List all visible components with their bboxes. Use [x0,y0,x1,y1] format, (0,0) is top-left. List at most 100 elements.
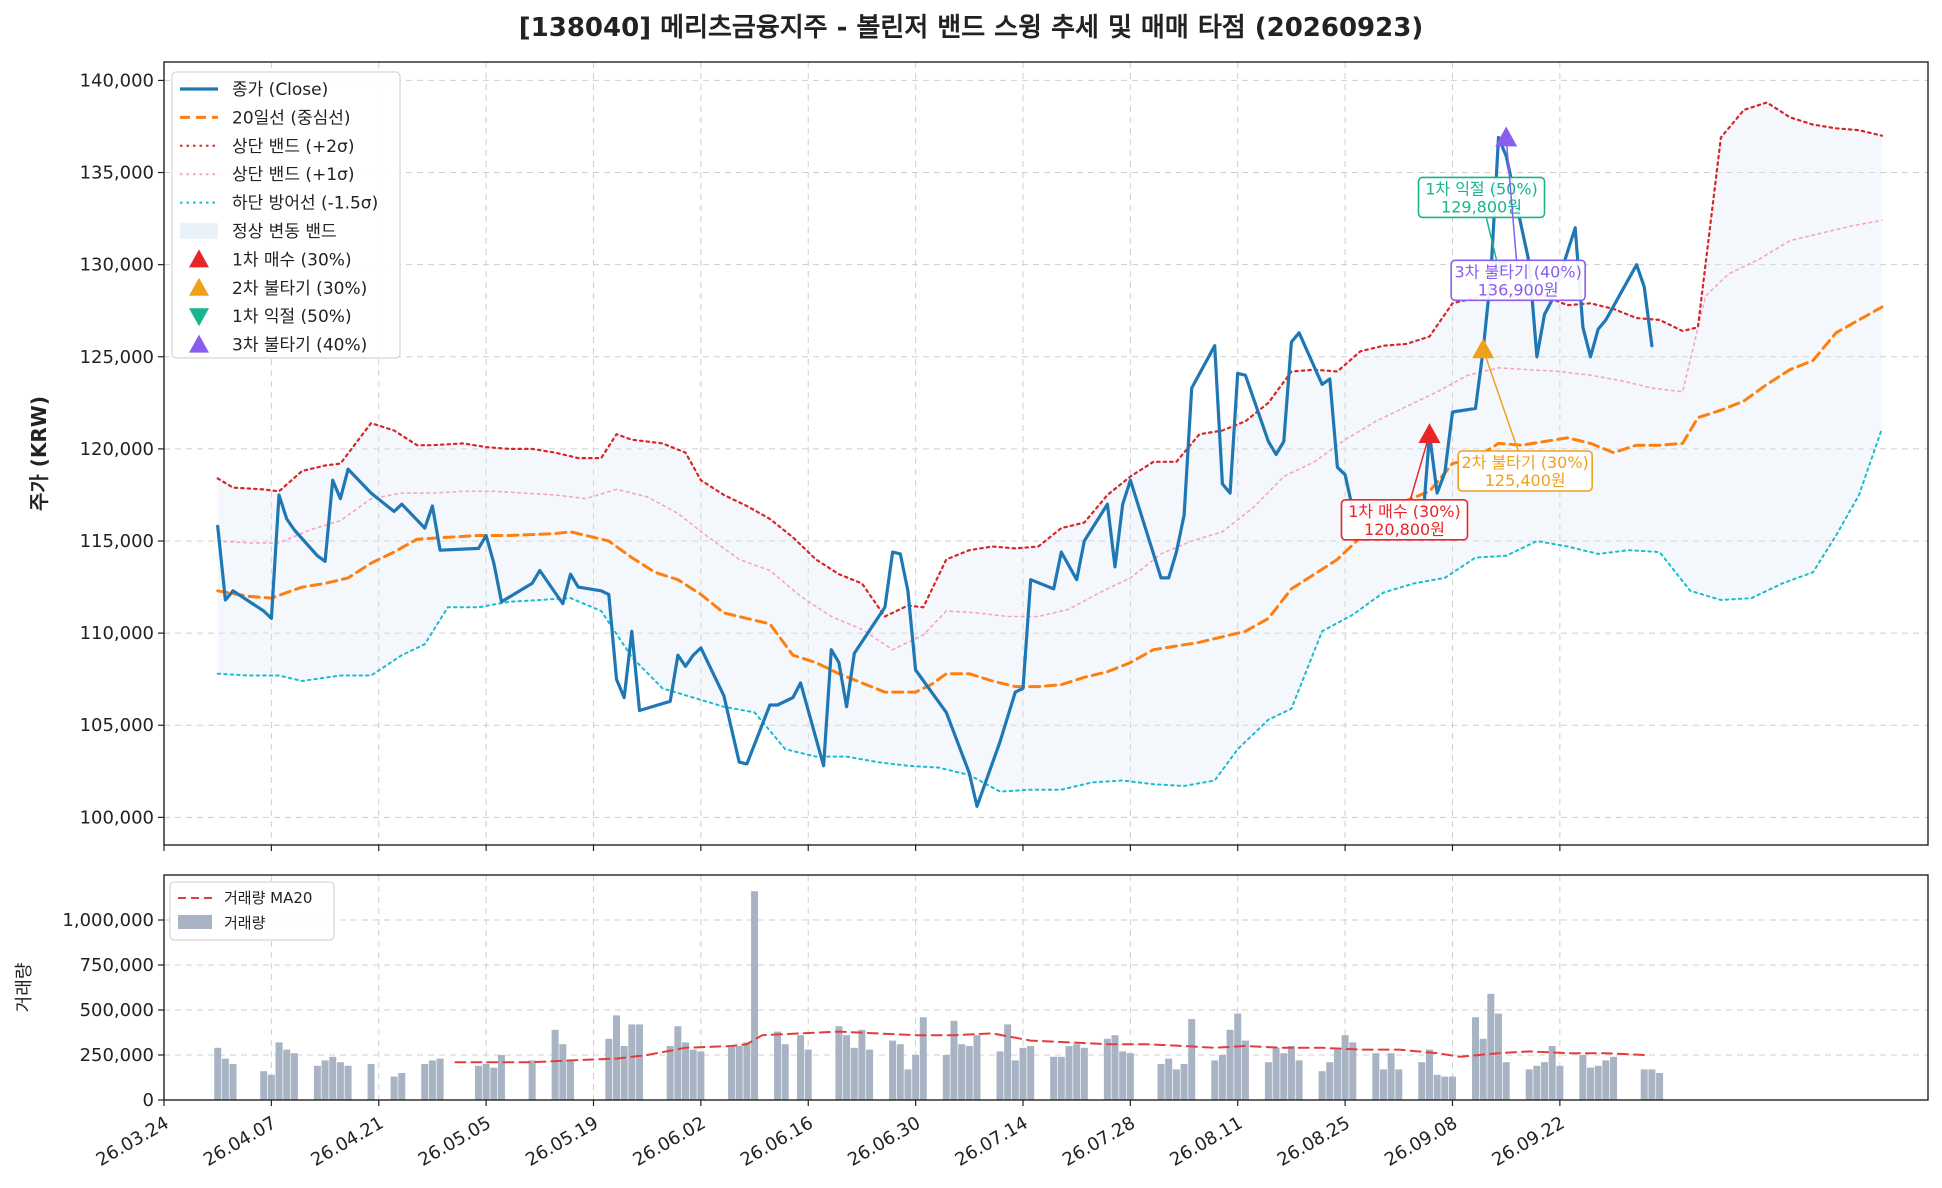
volume-bar [1441,1076,1449,1100]
volume-y-tick-label: 0 [143,1090,154,1111]
volume-bar [1594,1065,1602,1100]
x-tick-label: 26.08.25 [1274,1113,1354,1171]
volume-y-tick-label: 500,000 [80,1000,154,1021]
volume-bar [329,1056,337,1100]
volume-bar [398,1073,406,1100]
volume-bar [728,1046,736,1100]
annotation-label: 2차 불타기 (30%) [1462,453,1589,472]
legend-label: 하단 방어선 (-1.5σ) [232,194,378,214]
volume-bar [636,1024,644,1100]
volume-bar [751,891,759,1100]
normal-variation-band [217,102,1882,792]
volume-bar [1656,1073,1664,1100]
x-tick-label: 26.07.28 [1059,1113,1139,1171]
volume-bar [1556,1065,1564,1100]
volume-bar [1180,1064,1188,1100]
volume-bar [1602,1060,1610,1100]
legend-swatch-marker [189,249,209,268]
volume-bar [1211,1060,1219,1100]
annotation-price: 120,800원 [1364,520,1445,539]
chart-title: [138040] 메리츠금융지주 - 볼린저 밴드 스윙 추세 및 매매 타점 … [519,13,1423,43]
volume-bar [797,1035,805,1100]
annotation-price: 136,900원 [1478,280,1559,299]
volume-bar [1065,1046,1073,1100]
volume-bar [1548,1046,1556,1100]
legend-swatch-marker [189,334,209,353]
volume-bar [781,1044,789,1100]
upper-band-2sigma-line [216,101,1884,618]
volume-bar [950,1020,958,1100]
volume-bar [290,1053,298,1100]
volume-bar [1272,1047,1280,1100]
legend-label: 거래량 MA20 [224,889,312,907]
volume-plot-area [164,875,1928,1100]
volume-bar [490,1067,498,1100]
volume-bar [267,1074,275,1100]
volume-bar [1080,1047,1088,1100]
x-tick-label: 26.05.05 [415,1113,495,1171]
volume-bar [497,1055,505,1100]
annotation-box [1457,450,1593,492]
annotation-label: 3차 불타기 (40%) [1455,262,1582,281]
volume-bar [474,1065,482,1100]
volume-bar [912,1055,920,1100]
volume-bar [229,1064,237,1100]
volume-bar [1103,1038,1111,1100]
volume-bar [1425,1049,1433,1100]
price-y-tick-label: 130,000 [80,255,154,276]
annotation-connector [1505,137,1519,281]
volume-bar [919,1017,927,1100]
volume-bar [1004,1024,1012,1100]
annotation-label: 1차 익절 (50%) [1425,179,1538,198]
volume-bar [1027,1046,1035,1100]
price-y-tick-label: 110,000 [80,623,154,644]
volume-bar [942,1055,950,1100]
legend-label: 1차 매수 (30%) [232,250,352,270]
x-tick-label: 26.06.30 [844,1113,924,1171]
legend-label: 상단 밴드 (+1σ) [232,165,354,185]
annotation-price: 125,400원 [1485,471,1566,490]
trade-marker [1495,126,1518,147]
x-tick-label: 26.06.02 [629,1113,709,1171]
lower-defense-line [216,427,1883,793]
legend-label: 상단 밴드 (+2σ) [232,137,354,157]
price-y-tick-label: 125,000 [80,347,154,368]
volume-bar [421,1064,429,1100]
volume-bar [889,1040,897,1100]
volume-bar [1126,1053,1134,1100]
volume-bar [1280,1053,1288,1100]
volume-bar [620,1046,628,1100]
price-y-axis-label: 주가 (KRW) [27,396,51,511]
volume-bar [1050,1056,1058,1100]
legend-label: 정상 변동 밴드 [232,222,337,242]
volume-bar [1610,1056,1618,1100]
legend-label: 3차 불타기 (40%) [232,336,367,356]
volume-bar [682,1042,690,1100]
x-tick-label: 26.04.07 [200,1113,280,1171]
volume-y-tick-label: 750,000 [80,955,154,976]
x-tick-label: 26.09.22 [1488,1113,1568,1171]
volume-bar [1502,1062,1510,1100]
volume-bar [566,1060,574,1100]
annotation-box [1340,499,1469,541]
volume-bar [1640,1069,1648,1100]
volume-bar [858,1029,866,1100]
volume-bar [1318,1071,1326,1100]
volume-bar [436,1058,444,1100]
volume-bar [1226,1029,1234,1100]
volume-bar [1648,1069,1656,1100]
volume-bar [1418,1062,1426,1100]
volume-bar [743,1042,751,1100]
volume-bar [1349,1042,1357,1100]
legend-label: 1차 익절 (50%) [232,307,352,327]
volume-y-axis-label: 거래량 [14,963,35,1013]
volume-bar [1479,1038,1487,1100]
price-legend-box [171,71,401,359]
volume-bar [958,1044,966,1100]
price-y-tick-label: 105,000 [80,715,154,736]
x-tick-label: 26.05.19 [522,1113,602,1171]
volume-bar [1111,1035,1119,1100]
volume-bar [973,1035,981,1100]
volume-bar [1387,1053,1395,1100]
